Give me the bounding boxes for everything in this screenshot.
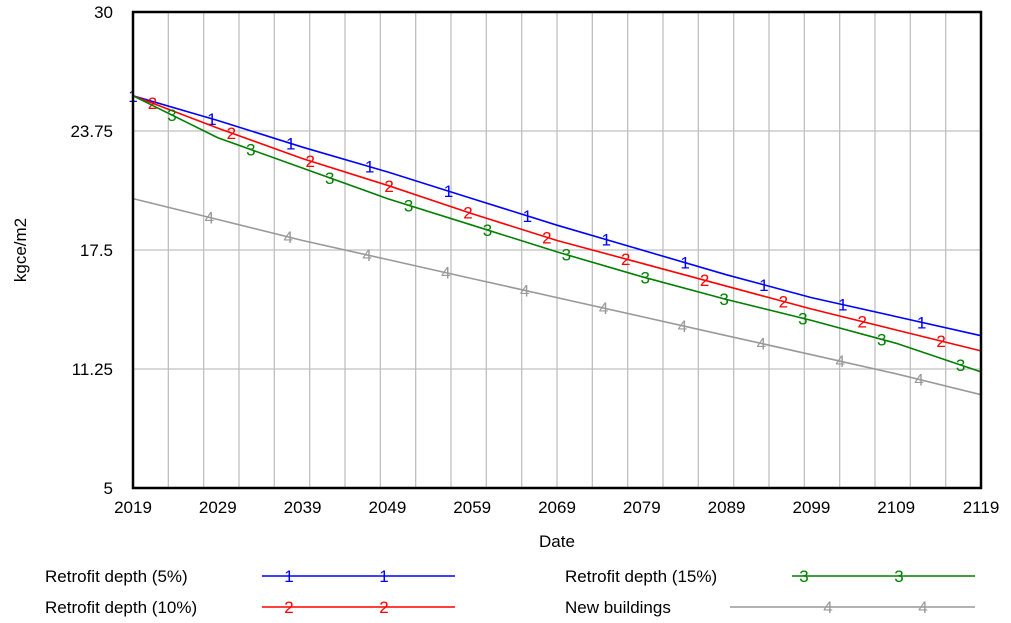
series-marker-1: 1 — [838, 296, 847, 315]
legend-label: Retrofit depth (10%) — [45, 598, 197, 617]
series-marker-2: 2 — [227, 124, 236, 143]
x-tick-label: 2019 — [114, 498, 152, 517]
series-marker-1: 1 — [286, 134, 295, 153]
series-marker-1: 1 — [680, 254, 689, 273]
series-marker-2: 2 — [148, 94, 157, 113]
series-marker-2: 2 — [463, 203, 472, 222]
series-marker-4: 4 — [914, 370, 923, 389]
legend: Retrofit depth (5%) 1 1 Retrofit depth (10%… — [45, 567, 975, 617]
tick-labels: 2019 2029 2039 2049 2059 2069 2079 2089 2099 2109… — [70, 3, 999, 517]
series-marker-4: 4 — [283, 228, 292, 247]
x-tick-label: 2029 — [199, 498, 237, 517]
series-marker-2: 2 — [621, 250, 630, 269]
legend-entry: Retrofit depth (15%) 3 3 — [565, 567, 975, 586]
series-marker-1: 1 — [207, 110, 216, 129]
x-tick-label: 2119 — [963, 498, 1000, 517]
series-marker-3: 3 — [483, 221, 492, 240]
series-marker-3: 3 — [167, 106, 176, 125]
legend-label: Retrofit depth (15%) — [565, 567, 717, 586]
series-marker-3: 3 — [246, 141, 255, 160]
legend-marker: 1 — [284, 567, 293, 586]
series-marker-2: 2 — [305, 152, 314, 171]
series-line-2 — [132, 95, 982, 352]
y-tick-label: 23.75 — [70, 122, 113, 141]
series-marker-4: 4 — [520, 281, 529, 300]
legend-entry: New buildings 4 4 — [565, 598, 975, 617]
legend-label: Retrofit depth (5%) — [45, 567, 188, 586]
series-marker-3: 3 — [404, 196, 413, 215]
series-3: 3 3 3 3 3 3 3 3 3 3 3 — [132, 95, 982, 375]
legend-marker: 1 — [379, 567, 388, 586]
series-marker-1: 1 — [759, 276, 768, 295]
plot-frame — [131, 10, 983, 490]
grid-lines — [133, 12, 981, 488]
legend-marker: 2 — [379, 598, 388, 617]
series-layer: 1111111111122222222222333333333334444444… — [128, 87, 982, 396]
x-tick-label: 2109 — [877, 498, 915, 517]
series-marker-3: 3 — [956, 356, 965, 375]
legend-marker: 3 — [799, 567, 808, 586]
legend-marker: 3 — [894, 567, 903, 586]
series-marker-2: 2 — [936, 332, 945, 351]
series-marker-1: 1 — [917, 313, 926, 332]
series-line-3 — [132, 95, 982, 373]
series-marker-3: 3 — [877, 330, 886, 349]
series-marker-3: 3 — [798, 309, 807, 328]
series-marker-1: 1 — [365, 158, 374, 177]
legend-label: New buildings — [565, 598, 671, 617]
series-marker-3: 3 — [562, 246, 571, 265]
y-tick-label: 5 — [104, 479, 113, 498]
series-marker-4: 4 — [835, 352, 844, 371]
legend-marker: 4 — [823, 598, 832, 617]
series-marker-2: 2 — [779, 292, 788, 311]
series-marker-3: 3 — [640, 269, 649, 288]
series-marker-4: 4 — [599, 299, 608, 318]
legend-entry: Retrofit depth (10%) 2 2 — [45, 598, 455, 617]
legend-entry: Retrofit depth (5%) 1 1 — [45, 567, 455, 586]
y-tick-label: 30 — [94, 3, 113, 22]
x-tick-label: 2039 — [284, 498, 322, 517]
series-marker-1: 1 — [444, 182, 453, 201]
series-marker-1: 1 — [523, 207, 532, 226]
series-marker-1: 1 — [601, 231, 610, 250]
series-marker-4: 4 — [205, 208, 214, 227]
series-marker-4: 4 — [757, 334, 766, 353]
y-tick-label: 11.25 — [72, 360, 113, 379]
x-tick-label: 2079 — [623, 498, 661, 517]
series-marker-4: 4 — [441, 264, 450, 283]
x-tick-label: 2059 — [453, 498, 491, 517]
x-tick-label: 2089 — [708, 498, 746, 517]
x-tick-label: 2049 — [368, 498, 406, 517]
x-tick-label: 2069 — [538, 498, 576, 517]
series-marker-2: 2 — [542, 228, 551, 247]
series-marker-2: 2 — [384, 177, 393, 196]
series-marker-2: 2 — [858, 313, 867, 332]
series-marker-2: 2 — [700, 271, 709, 290]
series-line-1 — [132, 95, 982, 337]
y-tick-label: 17.5 — [80, 241, 113, 260]
legend-marker: 2 — [284, 598, 293, 617]
y-axis-title: kgce/m2 — [11, 218, 30, 282]
series-marker-3: 3 — [325, 169, 334, 188]
x-tick-label: 2099 — [792, 498, 830, 517]
series-marker-4: 4 — [362, 246, 371, 265]
series-line-4 — [132, 197, 982, 396]
legend-marker: 4 — [918, 598, 927, 617]
series-2: 2 2 2 2 2 2 2 2 2 2 2 — [132, 94, 982, 352]
x-axis-title: Date — [539, 532, 575, 551]
series-4: 4 4 4 4 4 4 4 4 4 4 — [132, 197, 982, 396]
series-marker-4: 4 — [678, 317, 687, 336]
series-marker-3: 3 — [719, 290, 728, 309]
